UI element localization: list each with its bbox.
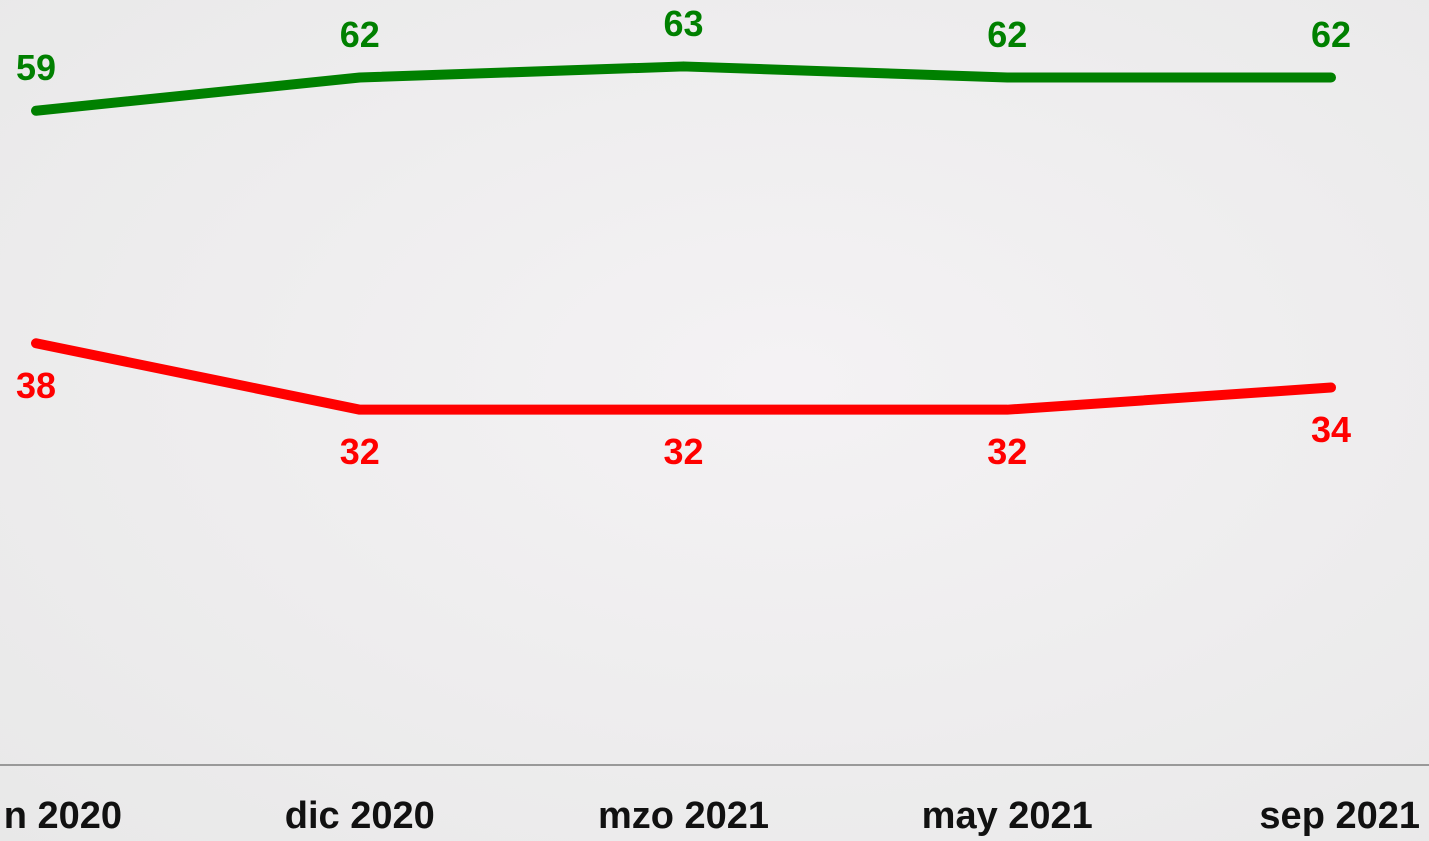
x-tick-label: sep 2021: [1259, 795, 1420, 837]
data-label: 32: [663, 431, 703, 472]
data-label: 32: [340, 431, 380, 472]
data-label: 34: [1311, 409, 1351, 450]
x-tick-label: may 2021: [922, 795, 1093, 837]
data-label: 32: [987, 431, 1027, 472]
data-label: 62: [340, 14, 380, 55]
x-tick-label: n 2020: [4, 795, 122, 837]
line: [31, 61, 1336, 116]
x-tick-label: dic 2020: [285, 795, 435, 837]
data-label: 63: [663, 3, 703, 44]
data-label: 62: [1311, 14, 1351, 55]
x-tick-label: mzo 2021: [598, 795, 769, 837]
data-label: 59: [16, 47, 56, 88]
data-label: 62: [987, 14, 1027, 55]
line: [31, 338, 1336, 415]
data-label: 38: [16, 365, 56, 406]
